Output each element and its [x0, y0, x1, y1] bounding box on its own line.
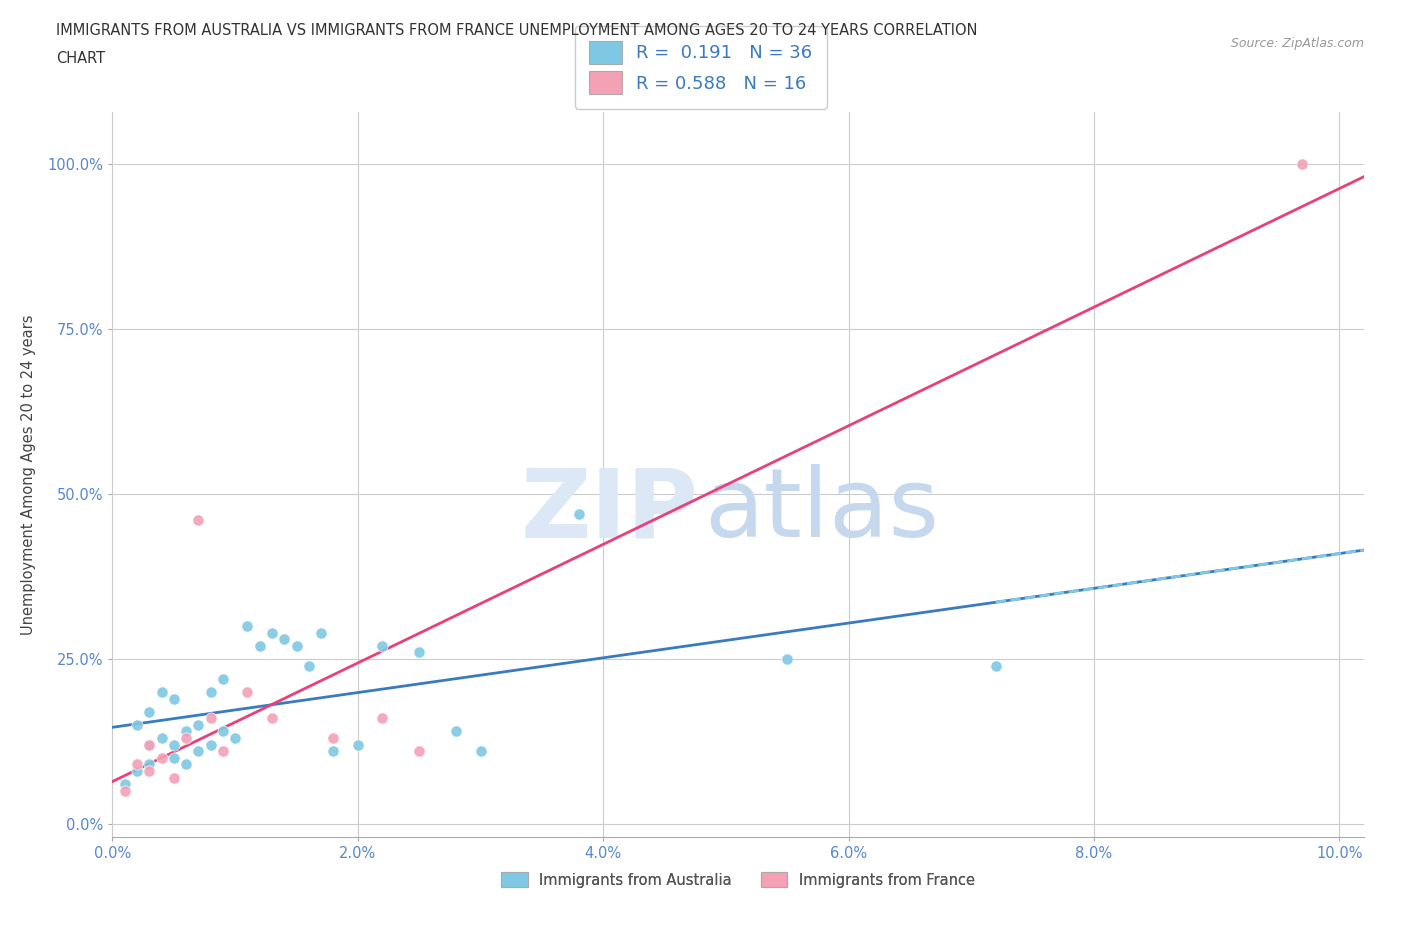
Text: CHART: CHART	[56, 51, 105, 66]
Point	[114, 783, 136, 798]
Text: ZIP: ZIP	[520, 464, 699, 557]
Point	[187, 744, 209, 759]
Point	[163, 737, 186, 752]
Point	[212, 744, 235, 759]
Point	[138, 737, 160, 752]
Point	[125, 764, 148, 778]
Point	[150, 751, 173, 765]
Point	[224, 731, 246, 746]
Point	[200, 737, 222, 752]
Point	[200, 684, 222, 699]
Point	[1291, 157, 1313, 172]
Point	[260, 711, 283, 725]
Point	[260, 625, 283, 640]
Point	[150, 731, 173, 746]
Point	[138, 757, 160, 772]
Point	[322, 744, 344, 759]
Text: Source: ZipAtlas.com: Source: ZipAtlas.com	[1230, 37, 1364, 50]
Point	[408, 644, 430, 659]
Point	[174, 731, 197, 746]
Point	[568, 507, 591, 522]
Legend: Immigrants from Australia, Immigrants from France: Immigrants from Australia, Immigrants fr…	[494, 865, 983, 895]
Point	[200, 711, 222, 725]
Point	[347, 737, 370, 752]
Point	[273, 631, 295, 646]
Point	[114, 777, 136, 791]
Point	[236, 684, 259, 699]
Text: atlas: atlas	[704, 464, 939, 557]
Point	[371, 711, 394, 725]
Point	[984, 658, 1007, 673]
Text: IMMIGRANTS FROM AUSTRALIA VS IMMIGRANTS FROM FRANCE UNEMPLOYMENT AMONG AGES 20 T: IMMIGRANTS FROM AUSTRALIA VS IMMIGRANTS …	[56, 23, 977, 38]
Point	[212, 724, 235, 739]
Point	[285, 638, 308, 653]
Point	[408, 744, 430, 759]
Point	[309, 625, 332, 640]
Point	[150, 684, 173, 699]
Point	[163, 691, 186, 706]
Point	[163, 751, 186, 765]
Point	[470, 744, 492, 759]
Point	[212, 671, 235, 686]
Y-axis label: Unemployment Among Ages 20 to 24 years: Unemployment Among Ages 20 to 24 years	[21, 314, 37, 634]
Point	[138, 704, 160, 719]
Point	[322, 731, 344, 746]
Point	[249, 638, 271, 653]
Point	[236, 618, 259, 633]
Point	[125, 717, 148, 732]
Point	[174, 724, 197, 739]
Point	[187, 513, 209, 528]
Point	[298, 658, 321, 673]
Point	[187, 717, 209, 732]
Point	[125, 757, 148, 772]
Point	[371, 638, 394, 653]
Point	[174, 757, 197, 772]
Point	[776, 652, 799, 667]
Point	[163, 770, 186, 785]
Point	[138, 737, 160, 752]
Point	[138, 764, 160, 778]
Point	[444, 724, 467, 739]
